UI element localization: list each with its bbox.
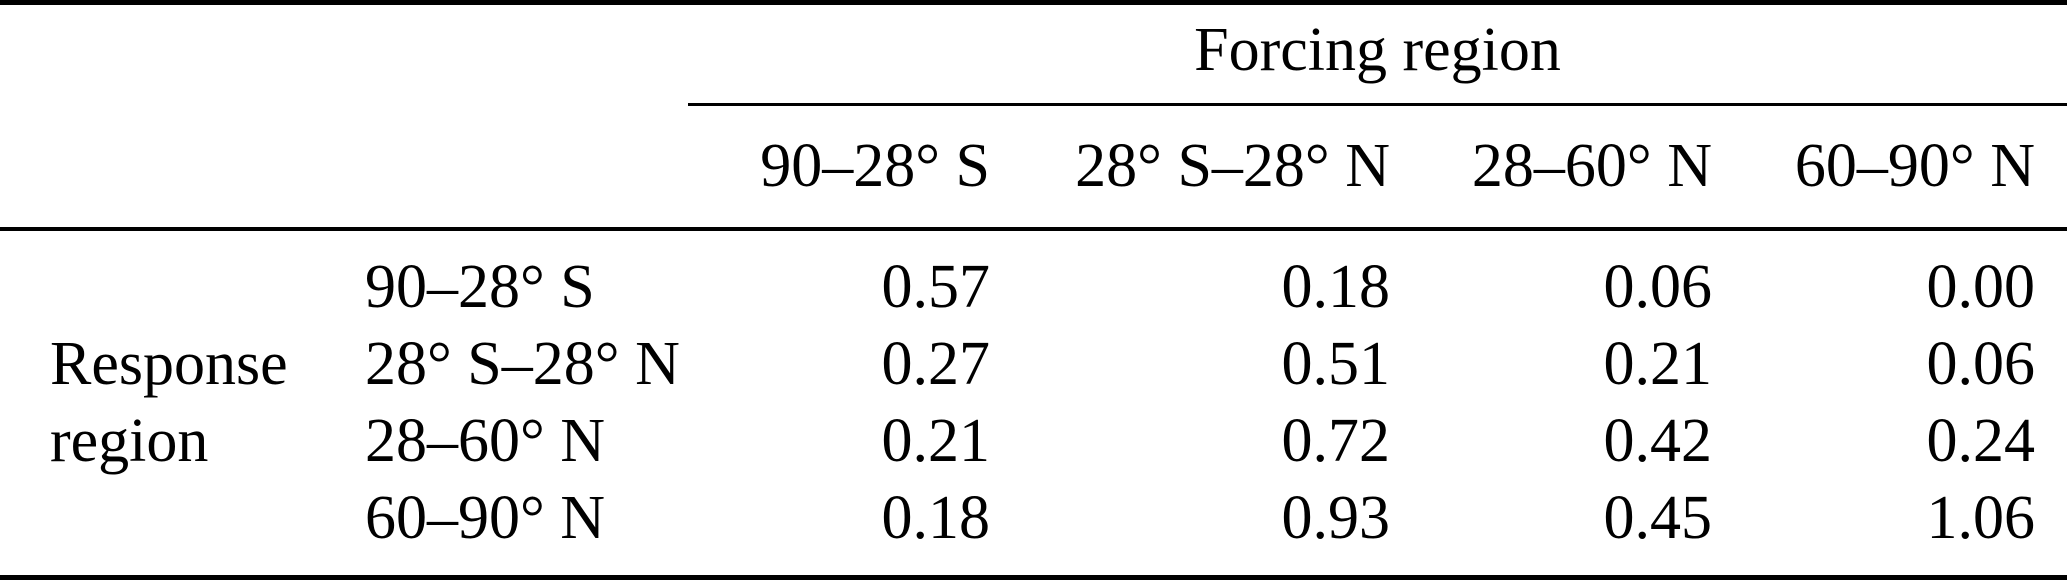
value-cell-r3c2: 0.72 xyxy=(1281,407,1391,475)
value-cell-r1c4: 0.00 xyxy=(1926,253,2036,321)
value-cell-r1c2: 0.18 xyxy=(1281,253,1391,321)
value-cell-r3c1: 0.21 xyxy=(881,407,991,475)
column-header-28-60n: 28–60° N xyxy=(1471,132,1712,200)
column-header-60-90n: 60–90° N xyxy=(1794,132,2035,200)
value-cell-r1c1: 0.57 xyxy=(881,253,991,321)
column-header-90-28s: 90–28° S xyxy=(760,132,990,200)
forcing-region-group-label: Forcing region xyxy=(1194,15,1561,84)
column-group-header-row: Forcing region xyxy=(0,5,2067,106)
header-spacer-b xyxy=(315,106,645,227)
group-header-spacer xyxy=(0,5,645,106)
value-cell-r2c2: 0.51 xyxy=(1281,330,1391,398)
value-cell-r2c3: 0.21 xyxy=(1603,330,1713,398)
row-label-28s-28n: 28° S–28° N xyxy=(365,330,680,398)
row-label-60-90n: 60–90° N xyxy=(365,484,606,552)
column-header-row: 90–28° S 28° S–28° N 28–60° N 60–90° N xyxy=(0,106,2067,231)
value-cell-r1c3: 0.06 xyxy=(1603,253,1713,321)
value-cell-r2c4: 0.06 xyxy=(1926,330,2036,398)
row-label-90-28s: 90–28° S xyxy=(365,253,595,321)
value-cell-r2c1: 0.27 xyxy=(881,330,991,398)
table-body: Response region 90–28° S 0.57 0.18 0.06 … xyxy=(0,231,2067,557)
value-cell-r4c4: 1.06 xyxy=(1926,484,2036,552)
response-region-label: Response region xyxy=(0,249,315,557)
value-cell-r4c3: 0.45 xyxy=(1603,484,1713,552)
response-region-label-line2: region xyxy=(50,407,209,475)
column-header-28s-28n: 28° S–28° N xyxy=(1075,132,1390,200)
value-cell-r3c4: 0.24 xyxy=(1926,407,2036,475)
forcing-region-group-header: Forcing region xyxy=(688,5,2067,106)
row-label-28-60n: 28–60° N xyxy=(365,407,606,475)
value-cell-r4c2: 0.93 xyxy=(1281,484,1391,552)
response-region-label-line1: Response xyxy=(50,330,288,398)
value-cell-r3c3: 0.42 xyxy=(1603,407,1713,475)
value-cell-r4c1: 0.18 xyxy=(881,484,991,552)
header-spacer-a xyxy=(0,106,315,227)
